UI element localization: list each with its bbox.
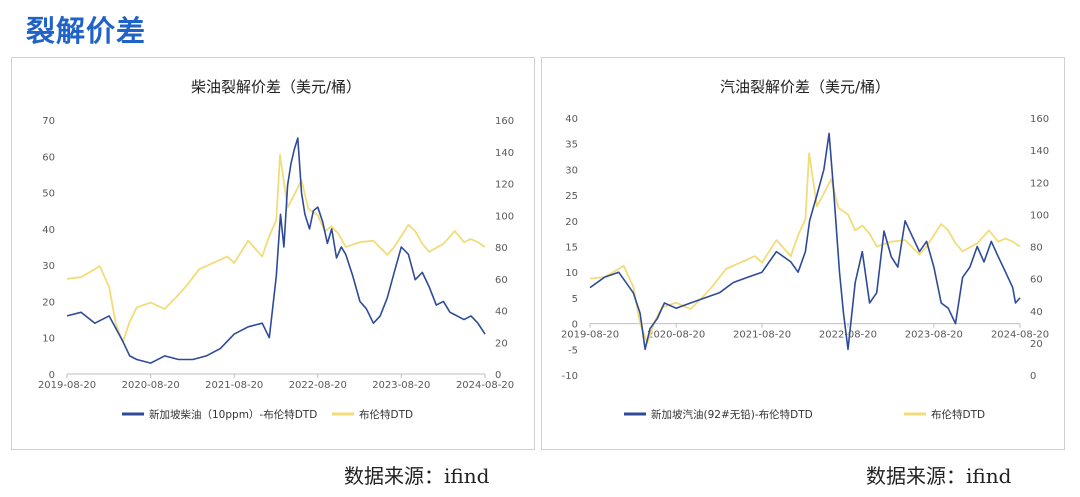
y-right-tick-label: 80 [495,243,508,254]
legend-label: 布伦特DTD [359,408,413,421]
y-left-tick-label: 5 [572,294,578,305]
y-right-tick-label: 160 [1030,114,1049,125]
x-tick-label: 2023-08-20 [905,330,963,341]
y-left-tick-label: 10 [42,334,55,345]
series-line-spread [589,132,1021,351]
y-right-tick-label: 140 [1030,146,1049,157]
y-left-tick-label: -10 [562,371,578,382]
x-tick-label: 2023-08-20 [372,380,430,391]
x-tick-label: 2022-08-20 [819,330,877,341]
y-right-tick-label: 20 [495,338,508,349]
y-right-tick-label: 160 [495,116,514,127]
x-tick-label: 2019-08-20 [38,380,96,391]
gasoline-chart-canvas: 汽油裂解价差（美元/桶） -10 -5 0 5 10 15 20 25 30 35 40 0 20 40 60… [561,78,1049,421]
chart-title: 柴油裂解价差（美元/桶） [191,78,361,96]
y-left-tick-label: 60 [42,152,55,163]
y-left-tick-label: 40 [42,225,55,236]
y-left-tick-label: 70 [42,116,55,127]
y-left-tick-label: -5 [568,345,578,356]
chart-title: 汽油裂解价差（美元/桶） [720,78,890,96]
diesel-chart-canvas: 柴油裂解价差（美元/桶） 0 10 20 30 40 50 60 70 0 20 40 60 80 100 1… [38,78,514,421]
legend-label: 新加坡柴油（10ppm）-布伦特DTD [149,408,317,421]
diesel-crack-spread-chart: 柴油裂解价差（美元/桶） 0 10 20 30 40 50 60 70 0 20 40 60 80 100 1… [11,57,535,450]
series-line-brent [66,154,486,344]
y-right-tick-label: 0 [495,370,501,381]
x-tick-label: 2021-08-20 [205,380,263,391]
y-right-tick-label: 140 [495,148,514,159]
y-left-tick-label: 35 [565,140,578,151]
x-tick-label: 2020-08-20 [122,380,180,391]
y-right-tick-label: 40 [1030,307,1043,318]
y-left-tick-label: 0 [572,320,578,331]
y-left-tick-label: 20 [565,217,578,228]
series-line-spread [66,137,486,364]
y-right-tick-label: 60 [1030,275,1043,286]
y-right-tick-label: 40 [495,307,508,318]
gasoline-crack-spread-chart: 汽油裂解价差（美元/桶） -10 -5 0 5 10 15 20 25 30 35 40 0 20 40 60… [541,57,1065,450]
y-right-tick-label: 0 [1030,371,1036,382]
y-left-tick-label: 15 [565,243,578,254]
y-right-tick-label: 100 [1030,210,1049,221]
source-note-left: 数据来源：ifind [344,464,490,488]
y-left-tick-label: 50 [42,189,55,200]
legend-label: 布伦特DTD [931,408,985,421]
x-tick-label: 2021-08-20 [733,330,791,341]
y-left-tick-label: 30 [565,165,578,176]
y-left-tick-label: 30 [42,261,55,272]
y-left-tick-label: 20 [42,297,55,308]
legend-label: 新加坡汽油(92#无铅)-布伦特DTD [651,408,813,421]
x-tick-label: 2020-08-20 [647,330,705,341]
x-tick-label: 2024-08-20 [456,380,514,391]
y-right-tick-label: 120 [1030,178,1049,189]
y-right-tick-label: 120 [495,180,514,191]
y-left-tick-label: 10 [565,268,578,279]
y-right-tick-label: 80 [1030,243,1043,254]
y-right-tick-label: 100 [495,211,514,222]
x-tick-label: 2022-08-20 [289,380,347,391]
source-note-right: 数据来源：ifind [866,464,1012,488]
series-line-brent [589,152,1021,344]
y-right-tick-label: 20 [1030,339,1043,350]
y-left-tick-label: 40 [565,114,578,125]
page-title: 裂解价差 [26,14,147,48]
x-tick-label: 2019-08-20 [561,330,619,341]
y-left-tick-label: 25 [565,191,578,202]
y-left-tick-label: 0 [49,370,55,381]
y-right-tick-label: 60 [495,275,508,286]
x-tick-label: 2024-08-20 [991,330,1049,341]
